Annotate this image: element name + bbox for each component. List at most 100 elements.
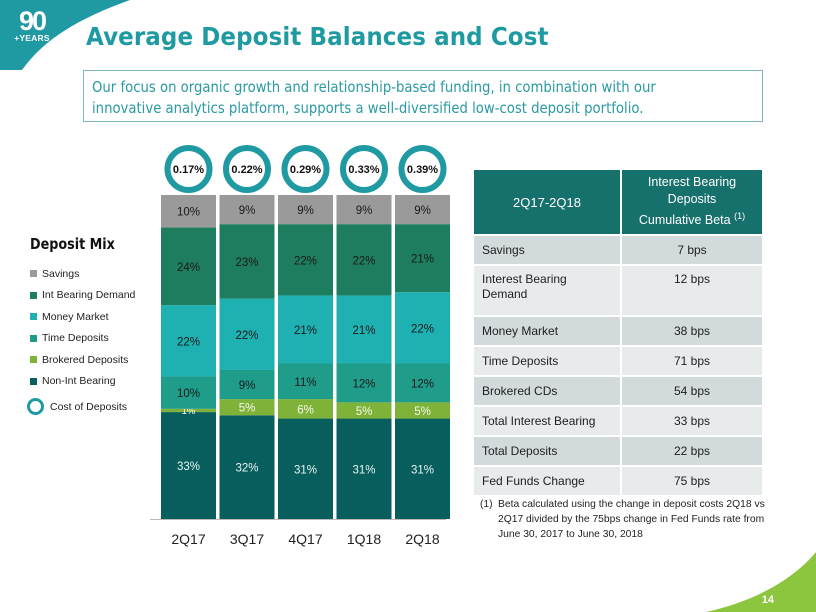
- bar-segment-non-int-bearing: [219, 415, 275, 519]
- table-row: Savings 7 bps: [474, 234, 762, 265]
- legend-item-int-bearing-demand: Int Bearing Demand: [30, 285, 135, 307]
- bar-segment-brokered-deposits: [161, 408, 216, 413]
- bar-value-label: 22%: [177, 336, 200, 348]
- summary-line-1: Our focus on organic growth and relation…: [92, 78, 656, 96]
- bar-value-label: 24%: [177, 262, 200, 274]
- footnote-marker: (1): [734, 211, 746, 222]
- row-value: 75 bps: [621, 465, 762, 495]
- bar-value-label: 32%: [235, 463, 258, 475]
- bar-segment-money-market: [395, 292, 450, 364]
- bar-segment-savings: [278, 195, 333, 225]
- legend-label: Money Market: [42, 310, 109, 323]
- row-value: 71 bps: [621, 345, 762, 376]
- cost-of-deposits-marker: [340, 145, 388, 193]
- bar-value-label: 31%: [294, 464, 317, 476]
- bar-value-label: 22%: [411, 323, 434, 335]
- row-label: Money Market: [474, 315, 622, 346]
- row-label: Savings: [474, 234, 622, 265]
- row-value: 12 bps: [621, 264, 762, 316]
- bar-value-label: 5%: [356, 406, 373, 418]
- chart-legend: Deposit Mix Savings Int Bearing Demand M…: [27, 235, 135, 418]
- bar-segment-savings: [219, 195, 275, 225]
- bar-segment-savings: [161, 195, 216, 228]
- legend-label: Time Deposits: [42, 332, 109, 345]
- legend-label: Brokered Deposits: [42, 353, 129, 366]
- bar-value-label: 5%: [414, 406, 431, 418]
- legend-swatch: [30, 270, 37, 278]
- row-label: Total Interest Bearing: [474, 405, 622, 436]
- bar-value-label: 9%: [356, 205, 373, 217]
- bar-segment-savings: [336, 195, 392, 225]
- x-tick-label: 1Q18: [347, 531, 381, 547]
- x-tick-label: 2Q17: [171, 531, 205, 547]
- legend-label: Savings: [42, 267, 80, 280]
- legend-label: Int Bearing Demand: [42, 289, 136, 302]
- legend-label: Cost of Deposits: [50, 400, 128, 413]
- bar-value-label: 9%: [297, 205, 314, 217]
- x-tick-label: 4Q17: [288, 531, 322, 547]
- bar-segment-money-market: [219, 298, 275, 370]
- bar-value-label: 33%: [177, 461, 200, 473]
- bar-value-label: 11%: [294, 377, 316, 389]
- page-title: Average Deposit Balances and Cost: [86, 22, 549, 51]
- row-label: Total Deposits: [474, 435, 622, 466]
- legend-item-brokered-deposits: Brokered Deposits: [30, 349, 135, 371]
- bar-segment-savings: [395, 195, 450, 225]
- bar-segment-non-int-bearing: [278, 418, 333, 519]
- row-label: Fed Funds Change: [474, 465, 622, 495]
- x-tick-label: 3Q17: [230, 531, 264, 547]
- row-label: Time Deposits: [474, 345, 622, 376]
- beta-table: 2Q17-2Q18 Interest Bearing Deposits Cumu…: [474, 170, 762, 495]
- cost-of-deposits-label: 0.39%: [407, 164, 438, 176]
- bar-segment-non-int-bearing: [395, 418, 450, 519]
- summary-callout: Our focus on organic growth and relation…: [83, 70, 763, 122]
- table-row: Total Deposits 22 bps: [474, 435, 762, 466]
- footer-corner-shape: [706, 552, 816, 612]
- bar-segment-int-bearing-demand: [278, 224, 333, 296]
- bar-segment-time-deposits: [278, 363, 333, 400]
- table-header-row: 2Q17-2Q18 Interest Bearing Deposits Cumu…: [474, 170, 762, 235]
- bar-segment-int-bearing-demand: [219, 224, 275, 299]
- legend-item-time-deposits: Time Deposits: [30, 328, 135, 350]
- bar-segment-time-deposits: [395, 363, 450, 403]
- table-row: Money Market 38 bps: [474, 315, 762, 346]
- cost-of-deposits-label: 0.33%: [348, 164, 379, 176]
- row-value: 7 bps: [621, 234, 762, 265]
- bar-segment-time-deposits: [336, 363, 392, 403]
- legend-item-cost-of-deposits: Cost of Deposits: [27, 396, 135, 418]
- bar-segment-int-bearing-demand: [336, 224, 392, 296]
- bar-segment-time-deposits: [219, 369, 275, 400]
- footnote: (1) Beta calculated using the change in …: [480, 497, 770, 542]
- logo: 90 +YEARS: [12, 8, 52, 43]
- x-tick-label: 2Q18: [405, 531, 439, 547]
- ring-icon: [27, 398, 44, 416]
- bar-segment-non-int-bearing: [161, 412, 216, 519]
- bar-value-label: 9%: [239, 205, 256, 217]
- legend-item-savings: Savings: [30, 263, 135, 285]
- summary-line-2: innovative analytics platform, supports …: [92, 99, 644, 117]
- legend-item-non-int-bearing: Non-Int Bearing: [30, 371, 135, 393]
- cost-of-deposits-marker: [281, 145, 330, 193]
- legend-swatch: [30, 334, 37, 342]
- row-label: Interest Bearing Demand: [474, 264, 622, 316]
- legend-swatch: [30, 313, 37, 321]
- bar-segment-money-market: [336, 295, 392, 364]
- bar-segment-int-bearing-demand: [161, 227, 216, 306]
- cost-of-deposits-marker: [398, 145, 447, 193]
- row-value: 38 bps: [621, 315, 762, 346]
- bar-segment-int-bearing-demand: [395, 224, 450, 293]
- bar-value-label: 10%: [177, 207, 200, 219]
- bar-segment-money-market: [161, 305, 216, 377]
- bar-segment-non-int-bearing: [336, 418, 392, 519]
- header-corner-shape: [0, 0, 130, 70]
- bar-value-label: 12%: [352, 378, 375, 390]
- page-number: 14: [761, 594, 774, 606]
- footnote-text: Beta calculated using the change in depo…: [498, 499, 765, 540]
- header-line: Interest Bearing: [647, 175, 737, 190]
- row-value: 33 bps: [621, 405, 762, 436]
- bar-value-label: 22%: [235, 330, 258, 342]
- bar-segment-time-deposits: [161, 376, 216, 409]
- row-label: Brokered CDs: [474, 375, 622, 406]
- logo-number: 90: [18, 6, 47, 36]
